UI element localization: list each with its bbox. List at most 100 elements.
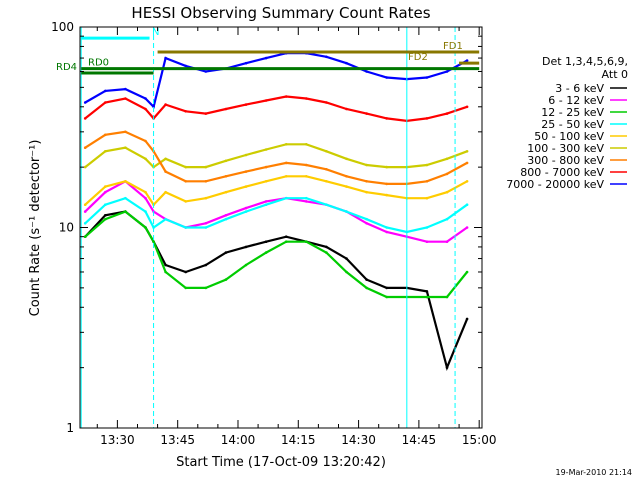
- data-point: [204, 112, 208, 115]
- data-point: [365, 163, 368, 167]
- data-point: [144, 226, 147, 229]
- data-point: [152, 105, 155, 109]
- data-point: [204, 226, 208, 229]
- flag-label: RD4: [56, 62, 77, 73]
- data-point: [184, 270, 187, 274]
- data-point: [244, 103, 248, 106]
- data-point: [104, 150, 107, 153]
- data-point: [425, 196, 429, 200]
- data-point: [284, 240, 288, 243]
- legend-label: 6 - 12 keV: [548, 94, 604, 107]
- flag-label: FD2: [408, 52, 428, 63]
- data-point: [365, 180, 368, 183]
- data-point: [244, 206, 248, 210]
- data-point: [345, 107, 348, 111]
- data-point: [83, 222, 87, 225]
- data-point: [244, 185, 248, 188]
- data-point: [325, 168, 328, 171]
- data-point: [164, 190, 167, 194]
- data-point: [284, 161, 288, 165]
- data-point: [83, 146, 87, 149]
- data-point: [465, 161, 469, 165]
- data-point: [264, 56, 268, 60]
- data-point: [244, 263, 248, 267]
- x-tick-label: 14:45: [402, 433, 437, 447]
- plot-frame: [79, 26, 483, 429]
- data-point: [445, 217, 449, 221]
- series-line-6: [84, 143, 468, 169]
- data-point: [345, 257, 348, 260]
- data-point: [305, 240, 308, 243]
- data-point: [325, 203, 328, 206]
- data-point: [164, 56, 167, 60]
- legend-header-line1: Det 1,3,4,5,6,9,: [542, 55, 628, 68]
- data-point: [224, 217, 228, 221]
- legend-label: 300 - 800 keV: [527, 154, 604, 167]
- data-point: [224, 214, 228, 217]
- data-point: [465, 59, 469, 62]
- x-axis: 13:30 13:45 14:00 14:15 14:30 14:45 15:00: [96, 27, 496, 447]
- data-point: [445, 70, 449, 73]
- data-point: [224, 278, 228, 281]
- data-point: [445, 172, 449, 176]
- data-point: [284, 196, 288, 200]
- data-point: [204, 180, 208, 183]
- data-point: [83, 210, 87, 213]
- data-point: [445, 190, 449, 194]
- data-point: [144, 107, 147, 111]
- data-point: [305, 200, 308, 203]
- data-point: [284, 143, 288, 146]
- data-point: [104, 190, 107, 194]
- data-point: [465, 203, 469, 206]
- data-point: [224, 159, 228, 163]
- data-point: [204, 286, 208, 290]
- data-point: [104, 185, 107, 188]
- x-axis-label: Start Time (17-Oct-09 13:20:42): [176, 455, 386, 470]
- annotation-layer: RD4 RD0 FD2 FD1 N: [56, 27, 480, 428]
- data-point: [325, 55, 328, 59]
- data-point: [365, 217, 368, 221]
- series-line-1: [84, 210, 469, 372]
- data-point: [244, 170, 248, 173]
- data-point: [385, 76, 389, 79]
- data-point: [152, 240, 155, 243]
- data-point: [445, 157, 449, 161]
- data-point: [264, 165, 268, 169]
- series-line-4: [84, 196, 468, 234]
- series-layer: [83, 51, 469, 372]
- data-point: [325, 180, 328, 183]
- data-point: [164, 170, 167, 173]
- data-point: [124, 180, 127, 183]
- data-point: [164, 217, 167, 221]
- timestamp: 19-Mar-2010 21:14: [556, 468, 633, 477]
- data-point: [124, 146, 127, 149]
- data-point: [184, 226, 187, 229]
- data-point: [124, 130, 127, 134]
- data-point: [325, 245, 328, 249]
- data-point: [345, 270, 348, 274]
- data-point: [305, 163, 308, 167]
- data-point: [83, 117, 87, 120]
- legend-header-line2: Att 0: [602, 68, 628, 81]
- data-point: [104, 217, 107, 221]
- data-point: [264, 148, 268, 151]
- data-point: [204, 70, 208, 73]
- data-point: [385, 295, 389, 299]
- data-point: [104, 89, 107, 93]
- data-point: [184, 200, 187, 203]
- data-point: [465, 317, 469, 321]
- data-point: [204, 165, 208, 169]
- data-point: [144, 210, 147, 213]
- data-point: [124, 87, 127, 91]
- data-point: [184, 286, 187, 290]
- data-point: [204, 196, 208, 200]
- data-point: [345, 210, 348, 213]
- data-point: [244, 61, 248, 65]
- data-point: [345, 61, 348, 65]
- y-tick-label: 10: [59, 221, 74, 235]
- data-point: [264, 203, 268, 206]
- data-point: [465, 150, 469, 153]
- data-point: [264, 200, 268, 203]
